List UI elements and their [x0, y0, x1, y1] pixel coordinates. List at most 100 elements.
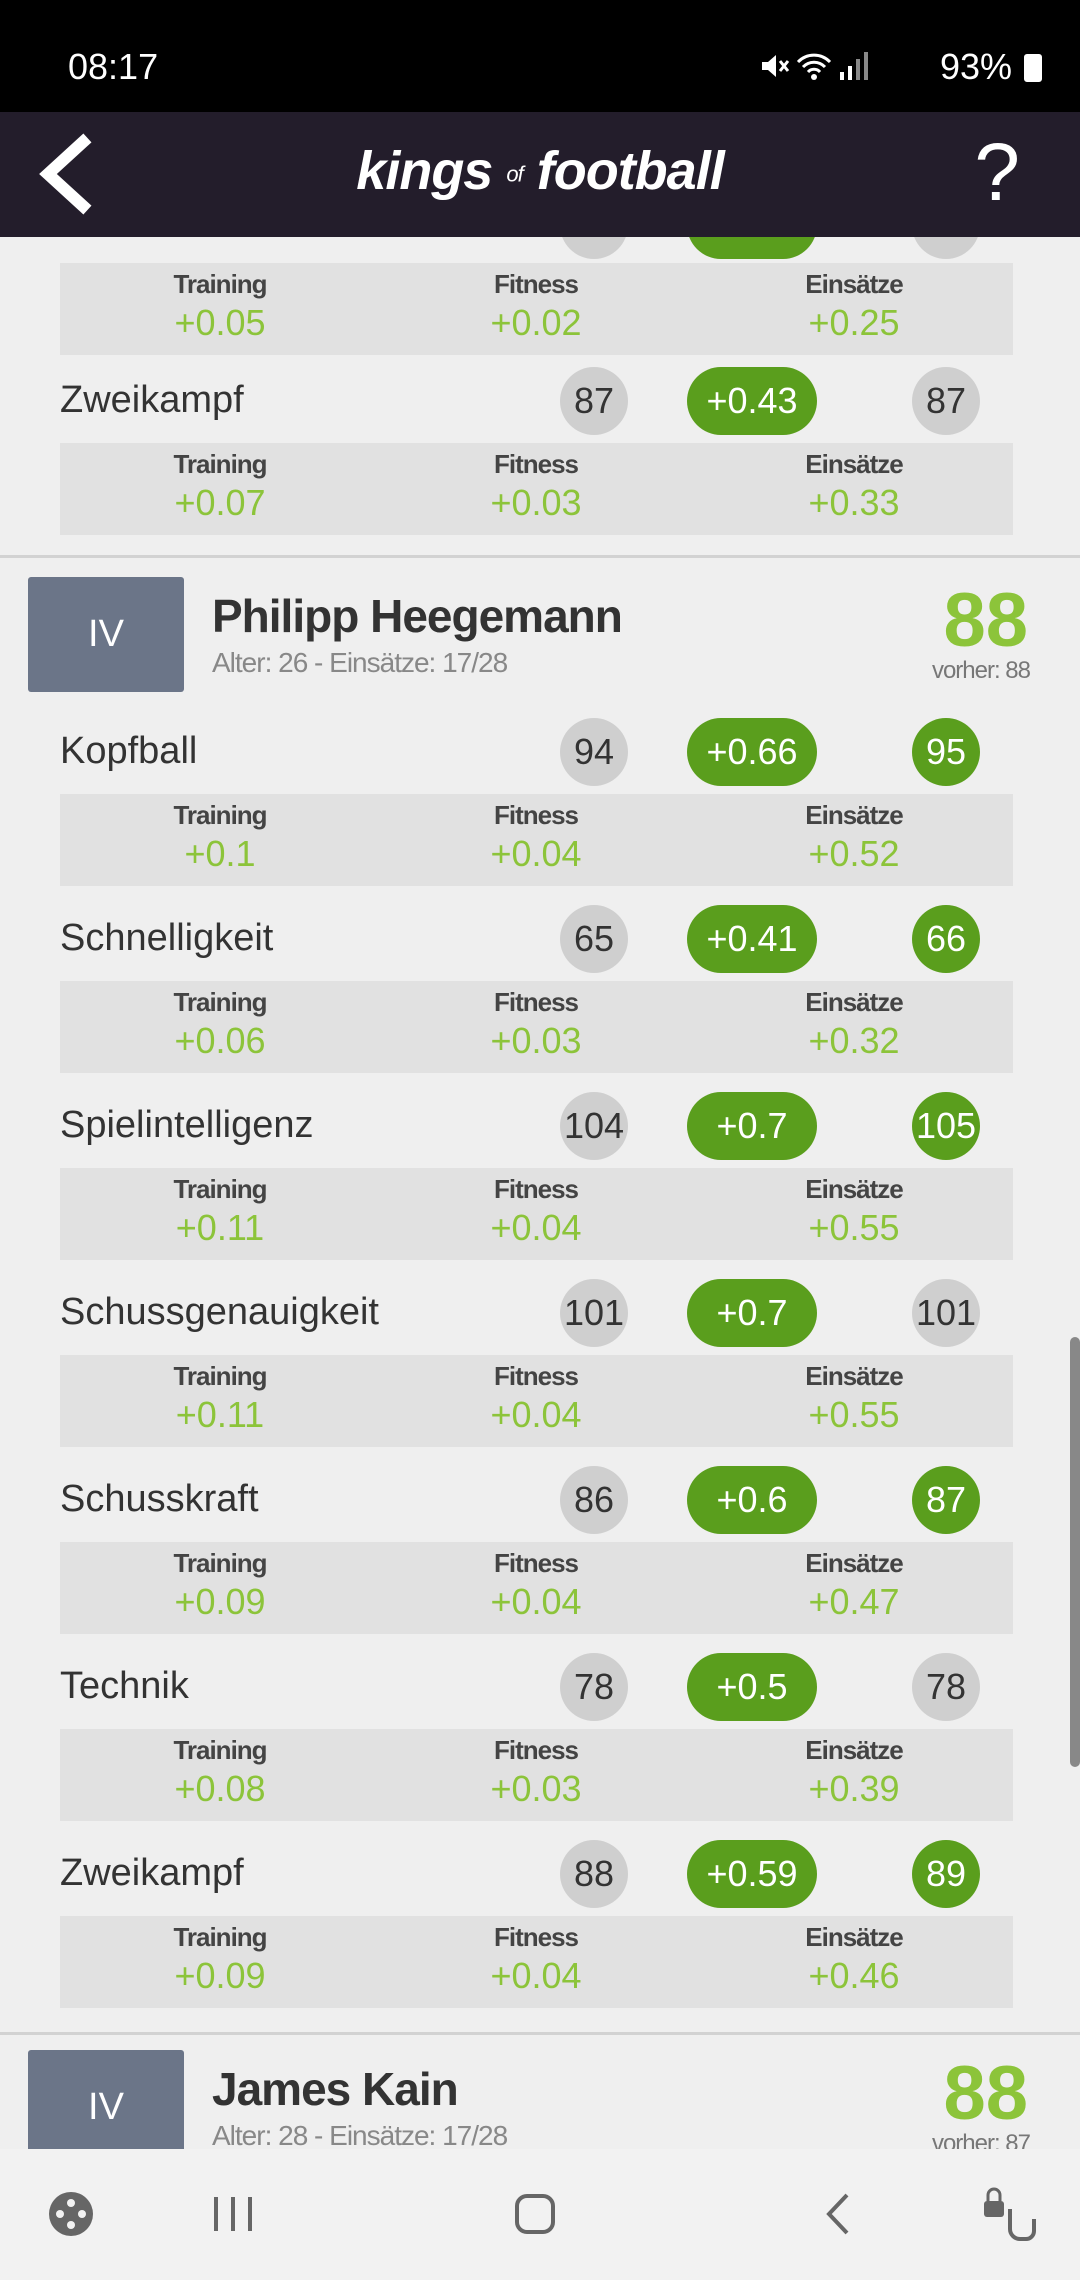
home-icon[interactable]: [500, 2179, 570, 2249]
detail-label-einsatze: Einsätze: [805, 800, 904, 830]
help-button[interactable]: ?: [974, 127, 1020, 218]
player-list[interactable]: Training +0.05 Fitness +0.02 Einsätze +0.25…: [0, 237, 1080, 2149]
detail-label-training: Training: [173, 987, 267, 1017]
skill-old-value: 101: [560, 1279, 628, 1347]
skill-detail: Training +0.06 Fitness +0.03 Einsätze +0.32: [60, 981, 1013, 1073]
skill-detail: Training +0.11 Fitness +0.04 Einsätze +0.55: [60, 1355, 1013, 1447]
detail-label-fitness: Fitness: [493, 1361, 579, 1391]
app-header: kings of football ?: [0, 112, 1080, 237]
system-nav-bar: [0, 2149, 1080, 2280]
detail-label-training: Training: [173, 1548, 267, 1578]
skill-detail: Training +0.09 Fitness +0.04 Einsätze +0.47: [60, 1542, 1013, 1634]
app-logo: kings of football: [356, 141, 724, 201]
detail-value-fitness: +0.03: [490, 1768, 582, 1809]
skill-new-value: 78: [912, 1653, 980, 1721]
signal-icon: [840, 52, 868, 80]
skill-delta-pill: +0.7: [687, 1279, 817, 1347]
back-arrow-icon[interactable]: [28, 132, 118, 217]
detail-label-training: Training: [173, 449, 267, 479]
position-badge: IV: [28, 2050, 184, 2149]
skill-new-value: 101: [912, 1279, 980, 1347]
status-bar: 08:17 93%: [0, 0, 1080, 112]
battery-percent: 93%: [939, 46, 1012, 87]
skill-new-value: 87: [912, 1466, 980, 1534]
detail-value-training: +0.06: [174, 1020, 266, 1061]
skill-name: Schusskraft: [60, 1478, 259, 1520]
detail-value-training: +0.1: [184, 833, 256, 874]
skill-name: Spielintelligenz: [60, 1104, 314, 1146]
skill-name: Zweikampf: [60, 1852, 244, 1894]
player-rating-previous: vorher: 88: [931, 657, 1031, 684]
detail-label-einsatze: Einsätze: [805, 1735, 904, 1765]
detail-label-fitness: Fitness: [493, 800, 579, 830]
touch-lock-icon[interactable]: [974, 2179, 1044, 2249]
skill-name: Schnelligkeit: [60, 917, 274, 959]
detail-label-training: Training: [173, 1735, 267, 1765]
skill-detail: Training +0.08 Fitness +0.03 Einsätze +0.39: [60, 1729, 1013, 1821]
detail-value-einsatze: +0.32: [808, 1020, 900, 1061]
detail-value-fitness: +0.04: [490, 1955, 582, 1996]
detail-value-training: +0.11: [175, 1394, 265, 1435]
detail-value-fitness: +0.04: [490, 833, 582, 874]
detail-value-training: +0.07: [174, 482, 266, 523]
detail-value-einsatze: +0.55: [808, 1394, 900, 1435]
player-rating: 88: [943, 578, 1028, 663]
player-name: Philipp Heegemann: [212, 590, 623, 642]
skill-detail: Training +0.07 Fitness +0.03 Einsätze +0.33: [60, 443, 1013, 535]
skill-delta-pill: +0.6: [687, 1466, 817, 1534]
skill-delta-pill: +0.59: [687, 1840, 817, 1908]
skill-delta-pill: +0.43: [687, 367, 817, 435]
skill-old-value: 87: [560, 367, 628, 435]
recent-apps-icon[interactable]: [198, 2179, 268, 2249]
detail-label-fitness: Fitness: [493, 1548, 579, 1578]
detail-label-einsatze: Einsätze: [805, 449, 904, 479]
detail-value-einsatze: +0.46: [808, 1955, 900, 1996]
detail-label-fitness: Fitness: [493, 987, 579, 1017]
skill-old-value: 94: [560, 718, 628, 786]
position-badge: IV: [28, 577, 184, 692]
skill-delta-pill: +0.41: [687, 905, 817, 973]
detail-label-training: Training: [173, 1361, 267, 1391]
player-card-header[interactable]: IV James Kain Alter: 28 - Einsätze: 17/2…: [0, 2050, 1080, 2149]
skill-name: Zweikampf: [60, 379, 244, 421]
skill-old-value: 86: [560, 1466, 628, 1534]
skill-delta-pill: [687, 237, 817, 259]
skill-name: Kopfball: [60, 730, 198, 772]
skill-detail: Training +0.11 Fitness +0.04 Einsätze +0.55: [60, 1168, 1013, 1260]
detail-value-fitness: +0.04: [490, 1394, 582, 1435]
skill-new-value: 89: [912, 1840, 980, 1908]
detail-value-fitness: +0.04: [490, 1207, 582, 1248]
detail-value-einsatze: +0.39: [808, 1768, 900, 1809]
player-separator: [0, 2032, 1080, 2035]
scrollbar[interactable]: [1070, 1337, 1080, 1767]
detail-label-einsatze: Einsätze: [805, 987, 904, 1017]
detail-label-einsatze: Einsätze: [805, 1548, 904, 1578]
detail-label-training: Training: [173, 1174, 267, 1204]
detail-label-training: Training: [173, 800, 267, 830]
detail-value-training: +0.11: [175, 1207, 265, 1248]
skill-new-value: 105: [912, 1092, 980, 1160]
skill-new-value: 95: [912, 718, 980, 786]
detail-value-einsatze: +0.33: [808, 482, 900, 523]
detail-value-fitness: +0.03: [490, 1020, 582, 1061]
mute-icon: [762, 55, 790, 77]
detail-value-einsatze: +0.55: [808, 1207, 900, 1248]
skill-delta-pill: +0.5: [687, 1653, 817, 1721]
wifi-icon: [796, 53, 832, 80]
skill-detail: Training +0.09 Fitness +0.04 Einsätze +0.46: [60, 1916, 1013, 2008]
detail-label-einsatze: Einsätze: [805, 1922, 904, 1952]
detail-label-training: Training: [173, 1922, 267, 1952]
skill-new-value: 66: [912, 905, 980, 973]
player-name: James Kain: [212, 2063, 459, 2115]
detail-label-fitness: Fitness: [493, 1174, 579, 1204]
detail-value-einsatze: +0.52: [808, 833, 900, 874]
player-card-header[interactable]: IV Philipp Heegemann Alter: 26 - Einsätz…: [0, 577, 1080, 707]
back-chevron-icon[interactable]: [803, 2179, 873, 2249]
player-rating: 88: [943, 2051, 1028, 2136]
gamepad-icon[interactable]: [36, 2179, 106, 2249]
detail-label-einsatze: Einsätze: [805, 1174, 904, 1204]
skill-new-value: 87: [912, 367, 980, 435]
status-time: 08:17: [68, 46, 159, 87]
player-meta: Alter: 28 - Einsätze: 17/28: [212, 2120, 508, 2149]
detail-value-training: +0.09: [174, 1581, 266, 1622]
